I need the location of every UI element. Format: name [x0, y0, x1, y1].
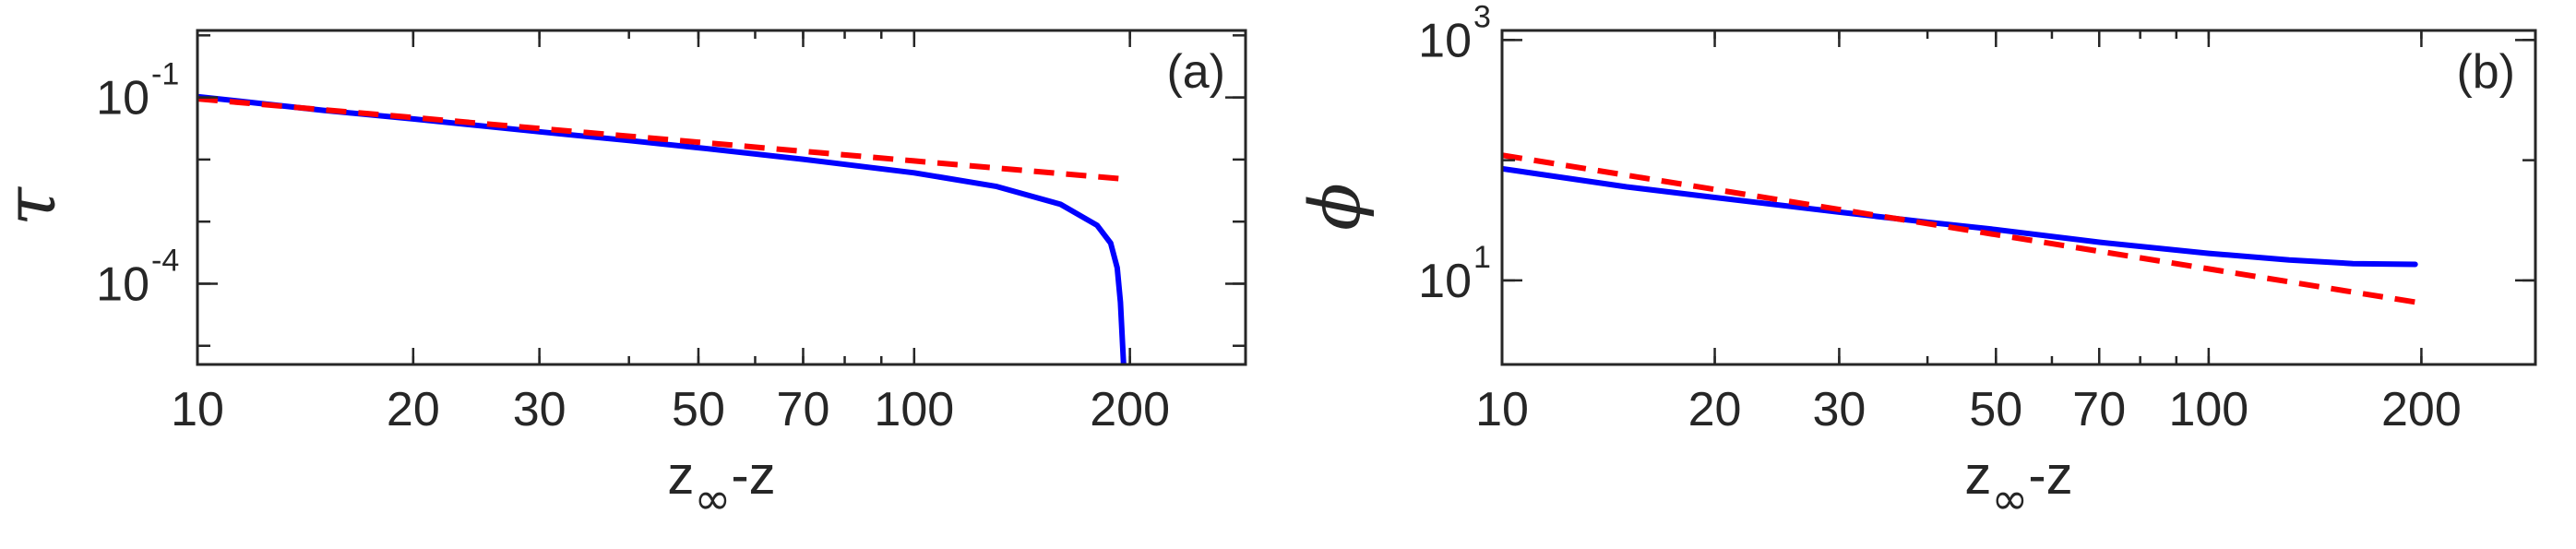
y-tick-label-exponent: 3 — [1473, 0, 1491, 34]
panel-label: (a) — [1166, 45, 1225, 99]
x-axis-label-tail: -z — [2028, 446, 2072, 506]
x-tick-label: 10 — [1475, 383, 1529, 436]
y-tick-label-exponent: -4 — [151, 243, 179, 278]
x-tick-label: 50 — [1969, 383, 2022, 436]
series-group — [197, 93, 1127, 364]
y-tick-label-base: 10 — [1418, 255, 1472, 308]
y-tick-label-exponent: 1 — [1473, 240, 1491, 275]
x-axis: 10 20 30 50 70 100 200 — [171, 30, 1170, 436]
y-tick-label-base: 10 — [96, 257, 149, 311]
x-tick-label: 20 — [1688, 383, 1742, 436]
x-tick-label: 70 — [2072, 383, 2126, 436]
x-axis: 10 20 30 50 70 100 200 — [1475, 30, 2462, 436]
x-tick-label: 10 — [171, 383, 224, 436]
y-tick-label-base: 10 — [1418, 14, 1472, 67]
x-tick-label: 30 — [1812, 383, 1866, 436]
panel-label: (b) — [2456, 45, 2515, 99]
minor-ticks — [1500, 30, 2535, 364]
x-tick-label: 200 — [2381, 383, 2462, 436]
y-axis-label: ϕ — [1294, 183, 1376, 231]
series-group — [1502, 152, 2418, 305]
x-axis-label: z∞-z — [667, 446, 775, 525]
dashed-series-line-1 — [197, 96, 1125, 182]
x-axis-label-tail: -z — [731, 446, 775, 506]
x-axis-label-subscript: ∞ — [1991, 473, 2028, 525]
x-tick-label: 50 — [672, 383, 725, 436]
x-axis-label-subscript: ∞ — [694, 473, 731, 525]
x-axis-label-main: z — [1964, 446, 1991, 506]
x-tick-label: 100 — [874, 383, 954, 436]
x-tick-label: 20 — [387, 383, 440, 436]
minor-ticks — [196, 30, 1246, 364]
solid-series-line-0 — [1502, 165, 2418, 268]
y-tick-label-base: 10 — [96, 72, 149, 125]
x-tick-label: 100 — [2168, 383, 2248, 436]
y-tick-label-exponent: -1 — [151, 57, 179, 92]
x-axis-label: z∞-z — [1964, 446, 2072, 525]
x-axis-label-main: z — [667, 446, 694, 506]
y-axis: 10 -410 -1 — [96, 57, 1246, 311]
dashed-series-line-1 — [1502, 152, 2416, 305]
x-tick-label: 200 — [1090, 383, 1170, 436]
y-axis-label: τ — [0, 185, 71, 226]
axes-frame — [1500, 29, 2537, 366]
x-tick-label: 30 — [513, 383, 566, 436]
axes-frame — [196, 29, 1247, 366]
x-tick-label: 70 — [777, 383, 830, 436]
